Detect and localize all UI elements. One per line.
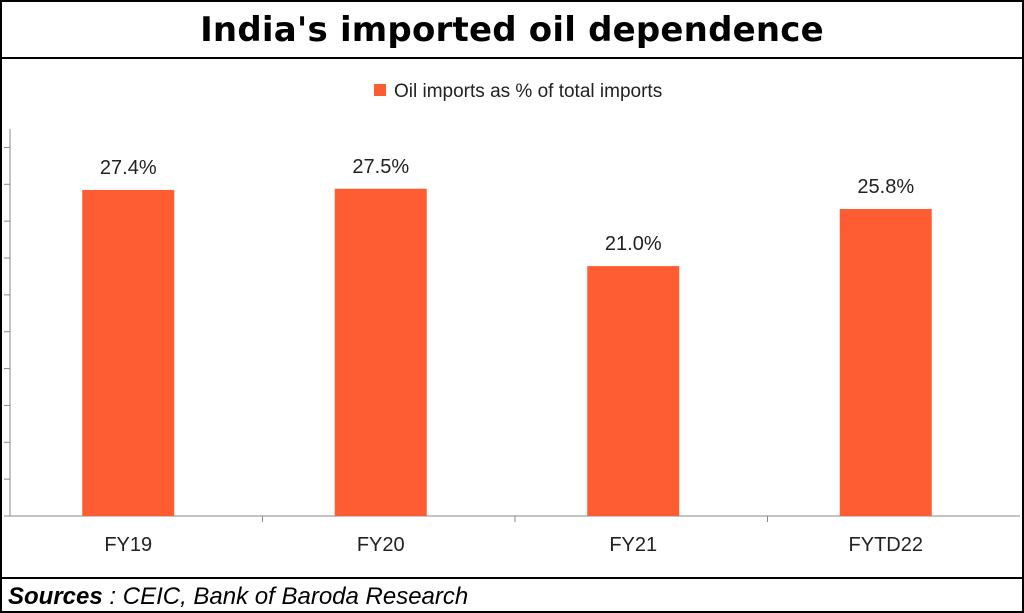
source-separator: : [102, 583, 123, 610]
x-tick-labels: FY19 FY20 FY21 FYTD22 [104, 534, 923, 556]
source-label: Sources [8, 583, 103, 610]
data-label-fy21: 21.0% [605, 233, 662, 255]
bar-chart: Oil imports as % of total imports 27.4% 2… [4, 81, 1020, 556]
data-label-fy19: 27.4% [100, 157, 157, 179]
x-tick-fy21: FY21 [609, 534, 657, 556]
bar-fytd22 [839, 208, 932, 517]
data-label-fytd22: 25.8% [857, 176, 914, 198]
bars [82, 188, 932, 517]
source-footer: Sources : CEIC, Bank of Baroda Research [2, 577, 1022, 611]
x-tick-fy20: FY20 [357, 534, 405, 556]
data-label-fy20: 27.5% [352, 156, 409, 178]
bar-fy20 [334, 188, 427, 516]
source-text: CEIC, Bank of Baroda Research [122, 583, 469, 610]
chart-title: India's imported oil dependence [200, 9, 824, 50]
x-tick-fy19: FY19 [104, 534, 152, 556]
x-tick-fytd22: FYTD22 [849, 534, 923, 556]
bar-fy19 [82, 189, 175, 516]
legend-label: Oil imports as % of total imports [394, 81, 662, 102]
source-note: Sources : CEIC, Bank of Baroda Research [8, 583, 468, 611]
data-labels: 27.4% 27.5% 21.0% 25.8% [100, 156, 914, 255]
bar-fy21 [587, 266, 680, 516]
legend: Oil imports as % of total imports [374, 81, 662, 102]
legend-swatch [374, 84, 386, 96]
title-bar: India's imported oil dependence [2, 2, 1022, 59]
